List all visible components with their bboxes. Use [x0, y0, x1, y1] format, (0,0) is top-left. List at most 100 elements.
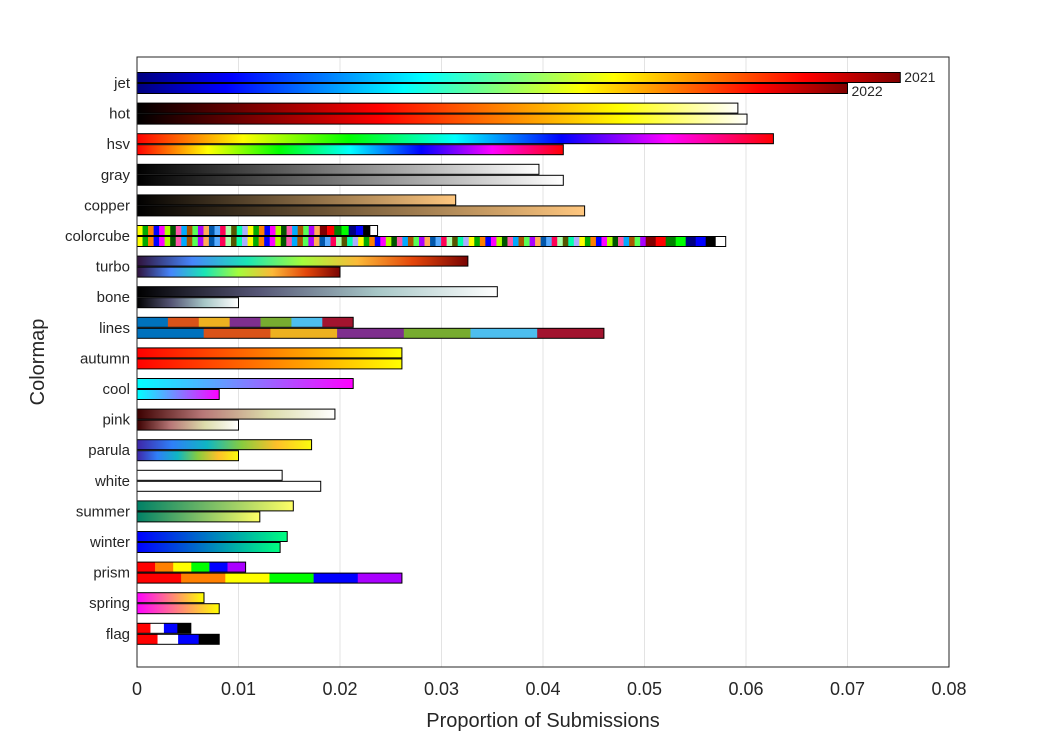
bar-segment — [391, 236, 398, 247]
bar-autumn — [137, 347, 402, 358]
bar-segment — [247, 236, 254, 247]
x-tick-label: 0.02 — [322, 679, 357, 699]
y-tick-label: colorcube — [65, 228, 130, 245]
bar-segment — [155, 562, 174, 573]
bar-segment — [137, 634, 158, 645]
bar-segment — [137, 225, 143, 236]
bar-segment — [655, 236, 666, 247]
y-tick-label: white — [94, 473, 130, 490]
y-tick-label: turbo — [96, 259, 130, 276]
bar-segment — [191, 562, 210, 573]
y-tick-label: flag — [106, 626, 130, 643]
bar-segment — [396, 236, 403, 247]
bar-segment — [203, 236, 210, 247]
bar-segment — [209, 225, 215, 236]
bar-segment — [164, 225, 171, 236]
y-tick-label: hsv — [107, 136, 131, 153]
bar-segment — [618, 236, 624, 247]
bar-segment — [303, 225, 310, 236]
bar-segment — [341, 225, 349, 236]
bar-segment — [319, 236, 326, 247]
bar-segment — [173, 562, 192, 573]
bar-segment — [695, 236, 706, 247]
y-tick-label: lines — [99, 320, 130, 337]
bar-segment — [308, 236, 315, 247]
bar-segment — [579, 236, 586, 247]
bar-segment — [629, 236, 635, 247]
series-labels: 2021 2022 — [852, 69, 936, 99]
bar-segment — [181, 573, 226, 584]
bar-segment — [170, 225, 177, 236]
x-tick-label: 0.04 — [525, 679, 560, 699]
bar-segment — [537, 328, 605, 339]
bar-segment — [170, 236, 177, 247]
bar-segment — [496, 236, 503, 247]
bar-segment — [269, 573, 314, 584]
bar-segment — [253, 225, 260, 236]
bar-segment — [334, 225, 342, 236]
bar-segment — [225, 225, 232, 236]
bar-segment — [584, 236, 591, 247]
plot-frame — [136, 56, 950, 668]
bar-segment — [270, 328, 338, 339]
bar-winter — [137, 531, 288, 542]
bar-segment — [441, 236, 447, 247]
y-tick-label: parula — [88, 442, 130, 459]
bar-segment — [322, 317, 354, 328]
bar-segment — [203, 225, 210, 236]
bar-segment — [357, 573, 403, 584]
bar-segment — [590, 236, 597, 247]
y-tick-label: gray — [101, 167, 131, 184]
bar-segment — [407, 236, 414, 247]
y-tick-label: spring — [89, 595, 130, 612]
bar-segment — [181, 236, 188, 247]
bar-white — [137, 481, 321, 492]
bar-segment — [715, 236, 726, 247]
bar-segment — [175, 236, 182, 247]
bar-segment — [675, 236, 686, 247]
bar-hsv — [137, 133, 774, 144]
bar-hot — [137, 114, 748, 125]
bar-pink — [137, 420, 239, 431]
bar-segment — [192, 225, 199, 236]
bar-segment — [470, 328, 538, 339]
bar-segment — [341, 236, 348, 247]
bar-segment — [163, 623, 178, 634]
bar-segment — [137, 562, 156, 573]
bar-segment — [705, 236, 716, 247]
y-tick-label: autumn — [80, 350, 130, 367]
bar-segment — [137, 573, 182, 584]
bar-segment — [546, 236, 553, 247]
bar-segment — [286, 225, 293, 236]
bar-gray — [137, 164, 539, 175]
bar-segment — [137, 317, 169, 328]
bar-segment — [355, 225, 364, 236]
bar-segment — [142, 225, 149, 236]
bar-segment — [225, 236, 232, 247]
y-tick-label: jet — [113, 75, 131, 92]
bar-segment — [319, 225, 328, 236]
bar-segment — [197, 236, 204, 247]
bar-segment — [297, 236, 304, 247]
bar-segment — [302, 236, 309, 247]
bar-segment — [363, 236, 370, 247]
bar-autumn — [137, 358, 402, 369]
bar-segment — [645, 236, 656, 247]
bar-segment — [148, 225, 154, 236]
bar-segment — [291, 317, 323, 328]
bar-copper — [137, 205, 585, 216]
bar-segment — [159, 225, 166, 236]
bar-segment — [153, 225, 160, 236]
bar-segment — [264, 225, 271, 236]
bar-segment — [485, 236, 492, 247]
bar-segment — [568, 236, 575, 247]
bar-segment — [314, 225, 321, 236]
bar-segment — [264, 236, 271, 247]
y-axis-label: Colormap — [27, 319, 49, 406]
bar-segment — [208, 236, 215, 247]
bar-bone — [137, 297, 239, 308]
bar-segment — [623, 236, 630, 247]
bar-summer — [137, 500, 294, 511]
bar-segment — [297, 225, 304, 236]
bar-segment — [463, 236, 470, 247]
